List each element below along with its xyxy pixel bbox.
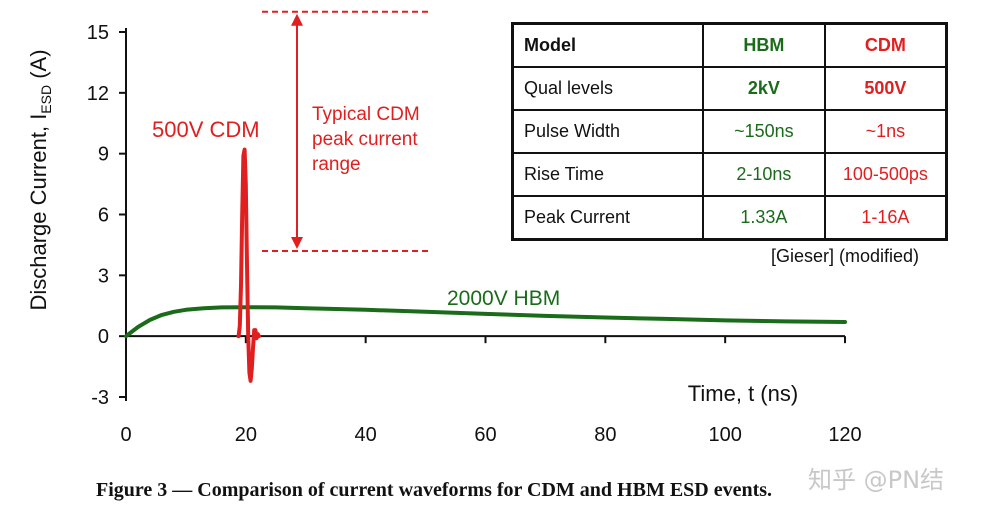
y-axis-title: Discharge Current, IESD (A) [26, 49, 54, 310]
x-axis-title: Time, t (ns) [688, 381, 798, 406]
range-arrow-head-down [291, 237, 303, 249]
y-tick-label: -3 [91, 387, 109, 409]
x-tick-label: 80 [594, 424, 616, 446]
x-tick-label: 0 [120, 424, 131, 446]
chart-series [124, 147, 847, 383]
watermark: 知乎 @PN结 [808, 466, 945, 494]
table-row: Pulse Width ~150ns ~1ns [511, 109, 948, 154]
x-tick-label: 60 [474, 424, 496, 446]
figure-caption: Figure 3 — Comparison of current wavefor… [96, 479, 773, 501]
table-header-row: Model HBM CDM [511, 22, 948, 68]
cdm-range-label: Typical CDM peak current range [312, 104, 420, 175]
cdm-range-label-line: range [312, 154, 361, 175]
hbm-value: 1.33A [702, 195, 826, 241]
series-line-2000v-hbm [124, 305, 847, 339]
hbm-value: ~150ns [702, 109, 826, 154]
table-row: Rise Time 2-10ns 100-500ps [511, 152, 948, 197]
hbm-value: 2-10ns [702, 152, 826, 197]
x-tick-label: 100 [708, 424, 741, 446]
header-cell-hbm: HBM [702, 22, 826, 68]
header-cell-model: Model [511, 22, 704, 68]
cdm-range-label-line: Typical CDM [312, 104, 420, 125]
y-tick-label: 3 [98, 265, 109, 287]
y-tick-label: 9 [98, 144, 109, 166]
source-note: [Gieser] (modified) [771, 246, 920, 266]
y-tick-label: 6 [98, 205, 109, 227]
x-tick-label: 20 [235, 424, 257, 446]
y-tick-label: 0 [98, 326, 109, 348]
row-label: Pulse Width [511, 109, 704, 154]
esd-model-comparison-table: Model HBM CDM Qual levels 2kV 500V Pulse… [511, 22, 948, 241]
y-axis-ticks: -3 0 3 6 9 12 15 [87, 22, 126, 409]
range-arrow-head-up [291, 13, 303, 26]
row-label: Peak Current [511, 195, 704, 241]
hbm-value: 2kV [702, 66, 826, 111]
cdm-value: 100-500ps [823, 152, 948, 197]
cdm-range-label-line: peak current [312, 129, 418, 150]
row-label: Qual levels [511, 66, 704, 111]
x-axis-ticks: 0 20 40 60 80 100 120 [120, 336, 862, 446]
x-tick-label: 40 [355, 424, 377, 446]
y-tick-label: 15 [87, 22, 109, 44]
y-tick-label: 12 [87, 83, 109, 105]
header-cell-cdm: CDM [823, 22, 948, 68]
table-row: Qual levels 2kV 500V [511, 66, 948, 111]
x-tick-label: 120 [828, 424, 861, 446]
cdm-series-label: 500V CDM [152, 117, 260, 142]
series-line-500v-cdm [236, 147, 261, 383]
hbm-series-label: 2000V HBM [447, 287, 560, 310]
table-row: Peak Current 1.33A 1-16A [511, 195, 948, 241]
cdm-value: 500V [823, 66, 948, 111]
cdm-value: ~1ns [823, 109, 948, 154]
row-label: Rise Time [511, 152, 704, 197]
cdm-peak-range-marker [262, 10, 432, 252]
cdm-value: 1-16A [823, 195, 948, 241]
